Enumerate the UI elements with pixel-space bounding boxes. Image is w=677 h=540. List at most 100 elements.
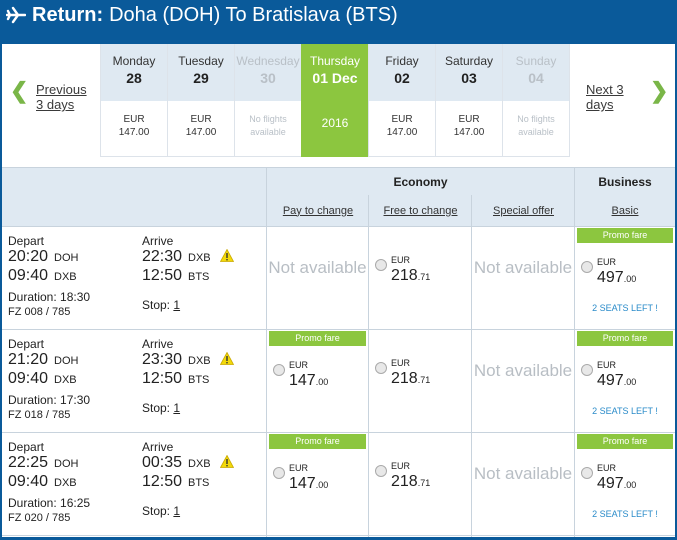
column-divider [368,195,369,537]
date-tab-date: 02 [394,70,410,86]
date-tab-friday[interactable]: Friday 02 EUR 147.00 [368,44,436,157]
fare-radio[interactable] [273,467,285,479]
fare-type-header-row: Pay to change Free to change Special off… [2,195,675,227]
fare-radio[interactable] [581,261,593,273]
depart-time: 20:20 [8,248,49,265]
promo-fare-badge: Promo fare [269,434,366,449]
stop-label: Stop: [142,298,171,312]
date-tab-header: Friday 02 [369,44,435,101]
departure-info: Depart 20:20 DOH 09:40 DXB Duration: 18:30… [2,227,133,329]
fare-type-pay-to-change[interactable]: Pay to change [282,204,354,217]
fare-currency: EUR [391,358,411,368]
date-tab-tuesday[interactable]: Tuesday 29 EUR 147.00 [167,44,235,157]
arrive-label: Arrive [142,440,174,454]
date-tab-price: 147.00 [118,127,150,138]
fare-cell[interactable]: EUR 218.71 [369,227,471,329]
date-tab-body: EUR 147.00 [168,101,234,156]
fare-radio[interactable] [375,259,387,271]
previous-days-nav[interactable]: ❮ Previous 3 days [2,44,100,167]
fare-radio[interactable] [375,465,387,477]
previous-days-link[interactable]: Previous 3 days [36,82,87,112]
date-tab-day: Friday [385,54,419,68]
fare-amount: 218.71 [391,473,430,491]
fare-amount-dec: .71 [417,375,431,385]
final-arrive-time: 12:50 [142,473,183,490]
connection-time: 09:40 [8,473,49,490]
fare-radio[interactable] [581,364,593,376]
stops-link[interactable]: 1 [173,504,181,518]
fare-cell[interactable]: Promo fare EUR 497.00 2 SEATS LEFT ! [575,227,675,329]
fare-amount-dec: .00 [315,480,329,490]
fare-cell[interactable]: Promo fare EUR 497.00 2 SEATS LEFT ! [575,330,675,432]
arrive-code: DXB [188,252,211,264]
fare-currency: EUR [391,255,411,265]
date-tab-header: Saturday 03 [436,44,502,101]
cabin-header-row: Economy Business [2,167,675,195]
fare-radio[interactable] [273,364,285,376]
not-available: Not available [473,258,573,277]
fare-type-free-to-change[interactable]: Free to change [383,204,458,217]
fare-radio[interactable] [375,362,387,374]
fare-cell[interactable]: Promo fare EUR 497.00 2 SEATS LEFT ! [575,433,675,535]
date-tab-currency: EUR [123,114,145,125]
flight-duration: Duration: 16:25 [8,496,91,510]
fare-currency: EUR [289,360,309,370]
fare-cell[interactable]: Promo fare EUR 147.00 [267,330,368,432]
column-divider [574,167,575,537]
chevron-left-icon[interactable]: ❮ [10,78,29,103]
date-tab-date: 29 [193,70,209,86]
date-tab-currency: EUR [190,114,212,125]
fare-amount-int: 497 [597,269,624,286]
connection-time: 09:40 [8,267,49,284]
date-tab-body: EUR 147.00 [369,101,435,156]
fare-cell[interactable]: EUR 218.71 [369,330,471,432]
stops-link[interactable]: 1 [173,298,181,312]
date-tab-day: Tuesday [178,54,224,68]
fare-amount-dec: .71 [417,478,431,488]
date-tab-header: Tuesday 29 [168,44,234,101]
date-tab-monday[interactable]: Monday 28 EUR 147.00 [100,44,168,157]
date-tab-date: 28 [126,70,142,86]
flight-row: Depart 21:20 DOH 09:40 DXB Duration: 17:30… [2,330,675,433]
flight-number: FZ 020 / 785 [8,512,71,524]
fare-cell[interactable]: EUR 218.71 [369,433,471,535]
fare-amount-int: 218 [391,473,418,490]
no-flights-note: No flights available [249,114,287,137]
fare-amount-int: 497 [597,372,624,389]
stops-info: Stop: 1 [142,298,266,312]
date-tab-header: Thursday 01 Dec [302,44,368,101]
fare-amount-dec: .71 [417,272,431,282]
promo-fare-badge: Promo fare [577,228,673,243]
date-tab-header: Sunday 04 [503,44,569,101]
final-arrive-time: 12:50 [142,267,183,284]
next-days-link[interactable]: Next 3 days [586,82,624,112]
final-arrive-time: 12:50 [142,370,183,387]
date-tab-thursday[interactable]: Thursday 01 Dec 2016 [301,44,369,157]
fare-amount: 218.71 [391,267,430,285]
fare-radio[interactable] [581,467,593,479]
connection-code: DXB [54,374,77,386]
stops-link[interactable]: 1 [173,401,181,415]
fare-table: Economy Business Pay to change Free to c… [2,167,675,537]
column-divider [266,167,267,537]
depart-label: Depart [8,337,45,351]
date-tab-saturday[interactable]: Saturday 03 EUR 147.00 [435,44,503,157]
stop-label: Stop: [142,504,171,518]
fare-type-special-offer[interactable]: Special offer [493,204,554,217]
promo-fare-badge: Promo fare [577,331,673,346]
stops-info: Stop: 1 [142,401,266,415]
fare-amount-dec: .00 [623,377,637,387]
fare-amount-int: 147 [289,372,316,389]
results-frame: ❮ Previous 3 days Monday 28 EUR 147.00 T… [0,30,677,540]
date-tab-date: 03 [461,70,477,86]
date-tab-header: Wednesday 30 [235,44,301,101]
fare-type-basic[interactable]: Basic [611,204,639,217]
no-flights-note: No flights available [517,114,555,137]
column-divider [471,195,472,537]
date-selector: ❮ Previous 3 days Monday 28 EUR 147.00 T… [2,44,675,167]
fare-cell[interactable]: Promo fare EUR 147.00 [267,433,368,535]
chevron-right-icon[interactable]: ❯ [650,78,669,103]
next-days-nav[interactable]: Next 3 days ❯ [584,44,675,167]
warning-icon [219,249,234,262]
fare-cell: Not available [472,330,574,432]
